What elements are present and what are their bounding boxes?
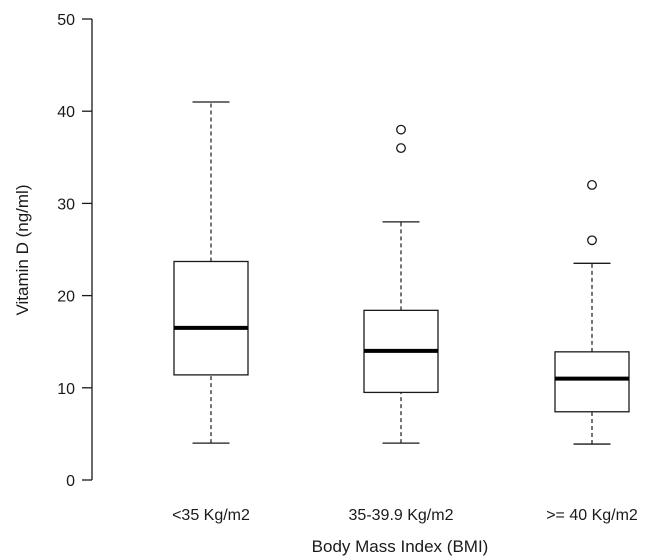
y-axis-tick-label: 0 xyxy=(66,473,75,490)
x-axis-tick-label: 35-39.9 Kg/m2 xyxy=(349,507,454,524)
y-axis: 0 10 20 30 40 50 xyxy=(57,12,93,490)
x-axis-tick-labels: <35 Kg/m2 35-39.9 Kg/m2 >= 40 Kg/m2 xyxy=(172,507,638,524)
outlier-point xyxy=(396,124,406,135)
x-axis-tick-label: >= 40 Kg/m2 xyxy=(546,507,638,524)
outlier-point xyxy=(587,235,597,246)
y-axis-title: Vitamin D (ng/ml) xyxy=(13,185,32,316)
box-plot-series xyxy=(173,101,630,445)
box-1 xyxy=(173,101,249,444)
y-axis-tick-label: 10 xyxy=(57,381,75,398)
box-3 xyxy=(554,180,630,445)
iqr-box xyxy=(554,351,630,413)
y-axis-tick-label: 20 xyxy=(57,289,75,306)
outlier-point xyxy=(587,180,597,190)
y-axis-tick-label: 30 xyxy=(57,196,75,213)
x-axis-tick-label: <35 Kg/m2 xyxy=(172,507,250,524)
y-axis-tick-label: 40 xyxy=(57,104,75,121)
outlier-point xyxy=(396,143,406,154)
box-2 xyxy=(363,124,439,444)
y-axis-tick-label: 50 xyxy=(57,12,75,29)
iqr-box xyxy=(173,260,249,376)
x-axis-title: Body Mass Index (BMI) xyxy=(312,537,489,556)
